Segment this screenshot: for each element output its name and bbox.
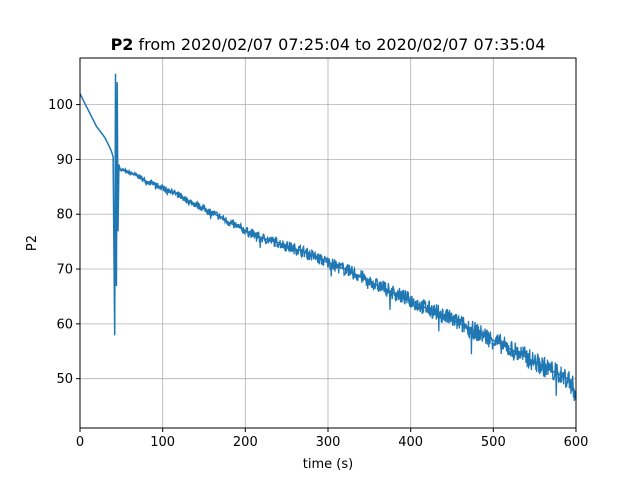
chart-title-rest: from 2020/02/07 07:25:04 to 2020/02/07 0… [133, 35, 545, 54]
grid [79, 58, 577, 428]
y-tick-label: 100 [48, 98, 73, 113]
x-tick-label: 300 [316, 435, 341, 450]
x-tick-label: 200 [233, 435, 258, 450]
x-axis-label: time (s) [303, 457, 353, 472]
plot-area [79, 73, 577, 402]
chart-title: P2 from 2020/02/07 07:25:04 to 2020/02/0… [111, 35, 546, 54]
series-noise [120, 167, 577, 402]
x-tick-label: 600 [564, 435, 589, 450]
x-tick-label: 0 [76, 435, 84, 450]
y-tick-label: 80 [56, 208, 73, 223]
x-tick-label: 400 [398, 435, 423, 450]
y-tick-label: 60 [56, 317, 73, 332]
ticks: 0 100 200 300 400 500 600 50 60 70 80 90 100 [48, 98, 588, 450]
y-tick-label: 70 [56, 263, 73, 278]
x-tick-label: 100 [150, 435, 175, 450]
y-axis-label: P2 [25, 235, 40, 251]
x-tick-label: 500 [481, 435, 506, 450]
y-tick-label: 90 [56, 153, 73, 168]
y-tick-label: 50 [56, 372, 73, 387]
chart-title-bold: P2 [111, 35, 134, 54]
